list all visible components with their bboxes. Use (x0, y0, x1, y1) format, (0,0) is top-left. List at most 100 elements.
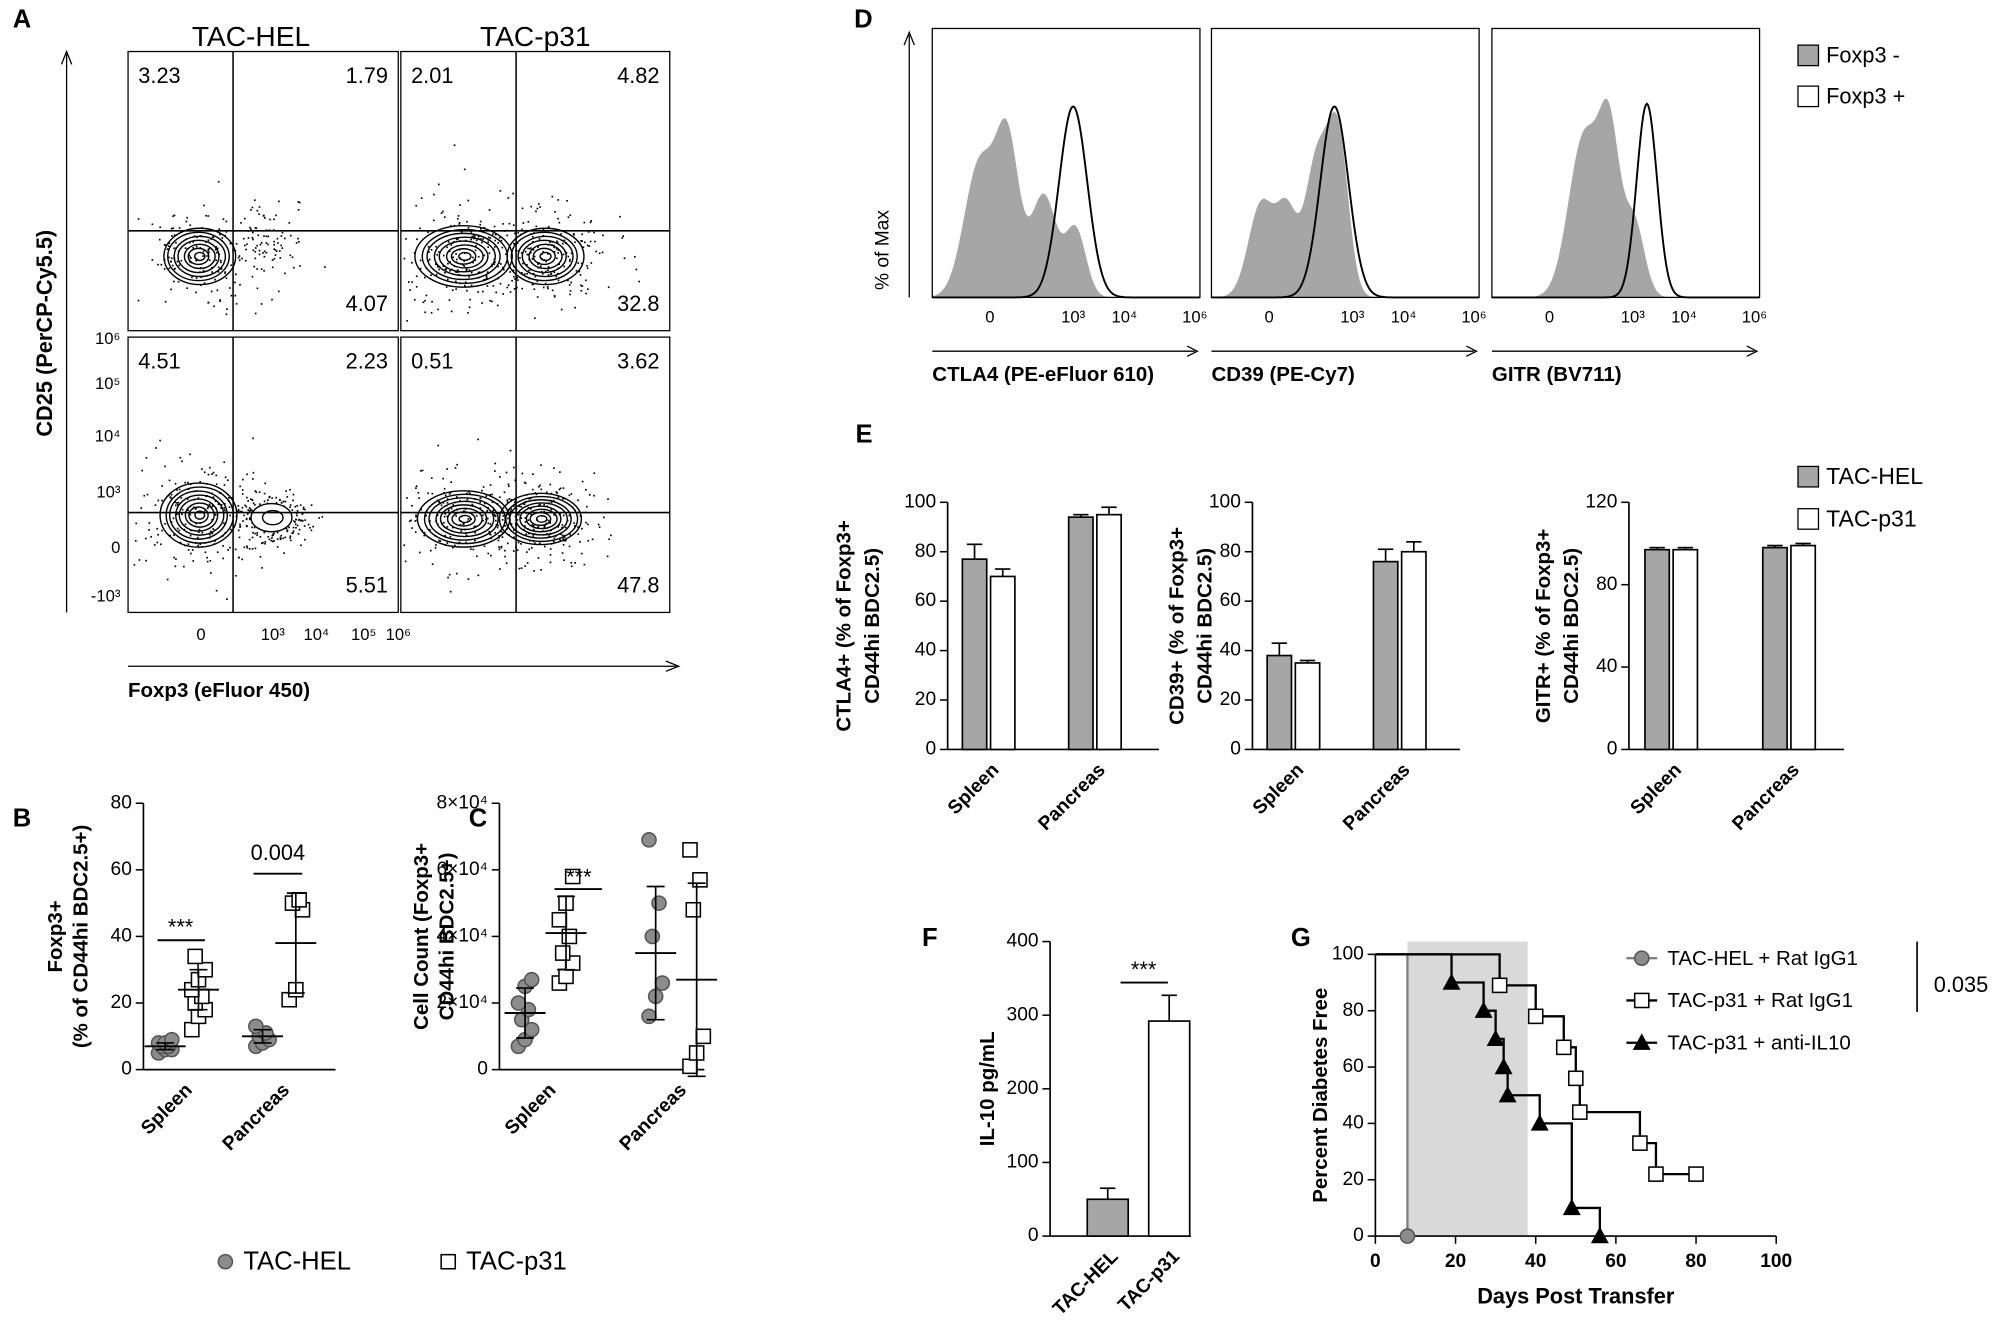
event-dot (531, 236, 534, 238)
event-dot (552, 499, 555, 502)
event-dot (449, 590, 452, 593)
event-dot (247, 500, 250, 502)
contour (435, 500, 495, 538)
event-dot (475, 555, 478, 558)
event-dot (466, 520, 469, 523)
legend-marker (440, 1253, 457, 1270)
quadrant-value: 2.01 (411, 63, 453, 88)
event-dot (310, 529, 313, 532)
quadrant-value: 32.8 (617, 291, 659, 316)
event-dot (442, 265, 445, 268)
bar (1147, 1020, 1191, 1237)
event-dot (168, 256, 170, 259)
x-tick-label: 10⁴ (1391, 307, 1417, 326)
event-dot (203, 510, 206, 513)
event-dot (215, 483, 218, 486)
event-dot (480, 238, 482, 240)
event-dot (280, 244, 283, 247)
event-dot (482, 290, 484, 293)
event-dot (239, 510, 242, 513)
event-dot (539, 206, 541, 208)
event-dot (489, 523, 492, 525)
event-dot (272, 229, 275, 231)
event-dot (444, 513, 446, 515)
event-dot (172, 215, 174, 218)
event-dot (272, 534, 275, 536)
contour (433, 236, 496, 277)
event-dot (282, 500, 285, 503)
event-dot (254, 257, 257, 260)
event-dot (608, 538, 611, 541)
event-dot (252, 238, 254, 241)
event-dot (237, 508, 240, 511)
event-dot (462, 510, 465, 512)
event-dot (179, 541, 182, 544)
event-dot (538, 238, 541, 240)
event-dot (522, 222, 525, 224)
event-dot (238, 536, 241, 539)
event-dot (524, 565, 526, 567)
event-dot (463, 284, 466, 287)
event-dot (189, 513, 192, 516)
y-tick-label: 2×10⁴ (436, 992, 487, 1013)
event-dot (449, 261, 451, 263)
event-dot (244, 504, 246, 507)
event-dot (256, 268, 258, 270)
contour (528, 243, 563, 270)
event-dot (570, 565, 573, 568)
event-dot (509, 271, 512, 273)
x-tick-label: 10⁶ (1461, 307, 1486, 326)
event-dot (239, 523, 241, 526)
event-dot (192, 247, 195, 249)
sd-bar (516, 987, 535, 1039)
event-dot (453, 144, 456, 147)
event-dot (449, 270, 451, 272)
event-dot (430, 311, 433, 314)
event-dot (493, 258, 496, 261)
event-dot (480, 241, 483, 244)
event-dot (556, 241, 559, 244)
event-dot (492, 509, 495, 511)
event-dot (171, 264, 174, 267)
event-dot (210, 290, 213, 293)
event-dot (406, 320, 408, 322)
event-dot (235, 574, 237, 577)
event-dot (212, 528, 215, 530)
event-dot (553, 246, 555, 249)
event-dot (214, 248, 217, 251)
event-dot (505, 471, 508, 474)
event-dot (187, 543, 190, 546)
event-dot (514, 278, 516, 280)
event-dot (504, 549, 506, 552)
y-tick-label: 0 (1353, 1225, 1364, 1246)
event-dot (487, 522, 490, 525)
event-dot (258, 206, 261, 208)
y-tick-label: 0 (111, 538, 120, 557)
event-dot (573, 525, 576, 527)
event-dot (405, 238, 407, 240)
event-dot (442, 521, 445, 524)
marker (291, 891, 307, 908)
event-dot (459, 500, 461, 502)
event-dot (184, 247, 187, 249)
event-dot (567, 216, 570, 219)
event-dot (563, 539, 566, 542)
event-dot (542, 250, 545, 253)
x-tick-label: Spleen (1627, 760, 1686, 819)
event-dot (295, 518, 297, 521)
event-dot (498, 568, 501, 570)
y-tick-label: 40 (915, 640, 936, 661)
event-dot (249, 508, 252, 510)
y-tick-label: 80 (1343, 1000, 1364, 1021)
contour (439, 504, 488, 534)
y-tick-label: 20 (915, 689, 936, 710)
event-dot (240, 221, 242, 224)
event-dot (206, 507, 209, 510)
event-dot (418, 497, 420, 499)
event-dot (560, 533, 562, 536)
event-dot (474, 531, 476, 534)
event-dot (207, 506, 210, 508)
event-dot (443, 216, 446, 218)
event-dot (276, 546, 279, 548)
event-dot (163, 268, 166, 270)
